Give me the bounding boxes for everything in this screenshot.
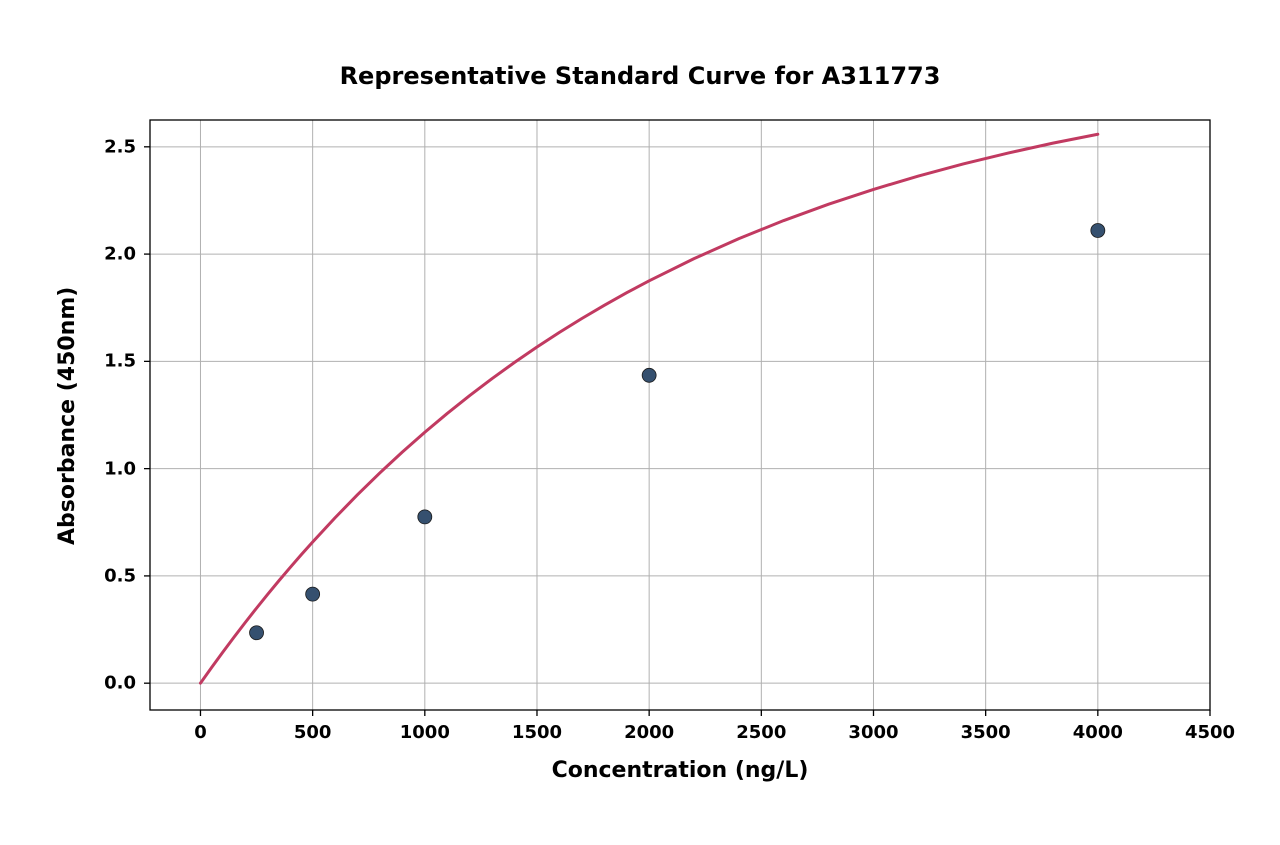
y-tick-label: 0.5: [104, 565, 136, 586]
data-point: [1091, 223, 1105, 237]
y-tick-label: 1.0: [104, 458, 136, 479]
plot-area: [150, 120, 1210, 710]
y-axis-label: Absorbance (450nm): [55, 287, 80, 545]
plot-svg: [150, 120, 1210, 710]
x-tick-label: 3000: [848, 722, 898, 743]
x-tick-label: 1500: [512, 722, 562, 743]
x-tick-label: 0: [194, 722, 207, 743]
x-tick-label: 2500: [736, 722, 786, 743]
grid-group: [150, 120, 1210, 710]
figure: Representative Standard Curve for A31177…: [0, 0, 1280, 845]
tick-mark-group: [144, 147, 1210, 716]
x-axis-label: Concentration (ng/L): [150, 758, 1210, 783]
chart-title: Representative Standard Curve for A31177…: [0, 62, 1280, 90]
data-point: [250, 626, 264, 640]
x-tick-label: 3500: [961, 722, 1011, 743]
y-tick-label: 2.5: [104, 136, 136, 157]
x-tick-label: 500: [294, 722, 332, 743]
data-point: [642, 368, 656, 382]
data-point: [418, 510, 432, 524]
y-tick-label: 2.0: [104, 244, 136, 265]
x-tick-label: 4500: [1185, 722, 1235, 743]
axis-frame-group: [150, 120, 1210, 710]
data-point: [306, 587, 320, 601]
x-tick-label: 1000: [400, 722, 450, 743]
scatter-group: [250, 223, 1105, 639]
x-tick-label: 4000: [1073, 722, 1123, 743]
y-tick-label: 0.0: [104, 673, 136, 694]
y-tick-label: 1.5: [104, 351, 136, 372]
x-tick-label: 2000: [624, 722, 674, 743]
